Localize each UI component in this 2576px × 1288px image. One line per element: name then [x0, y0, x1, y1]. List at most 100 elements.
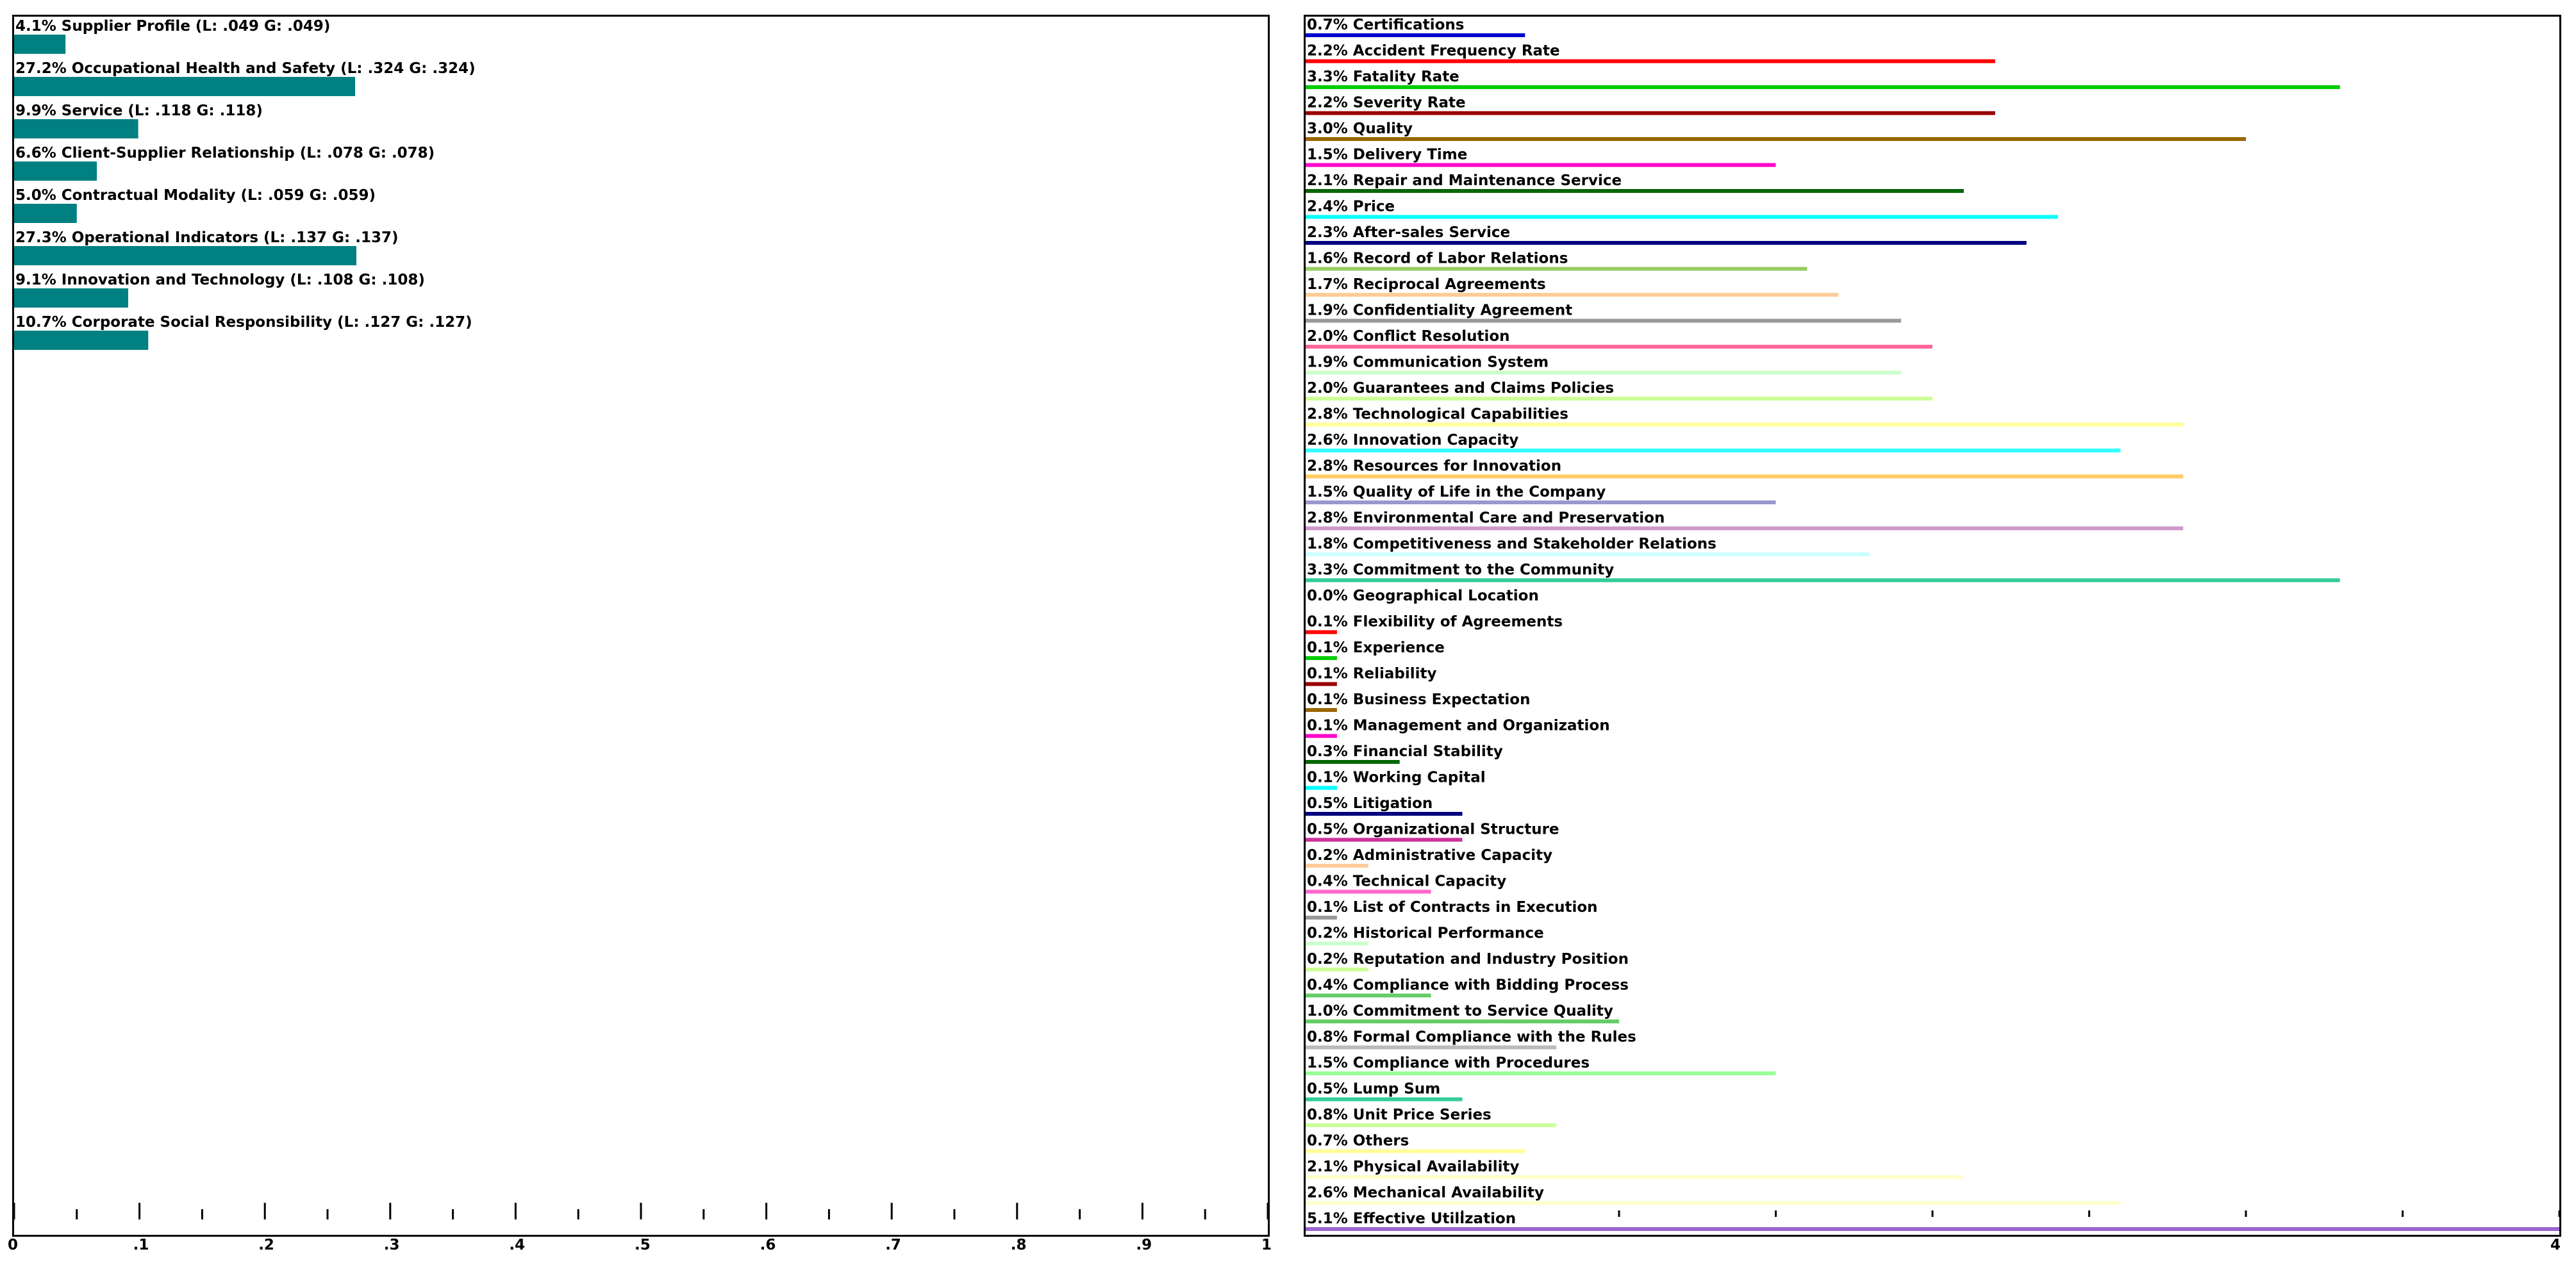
bar	[1306, 474, 2184, 479]
bar-label: 0.8% Formal Compliance with the Rules	[1307, 1029, 1636, 1046]
bar	[1306, 1175, 1964, 1179]
bar-label: 2.8% Resources for Innovation	[1307, 458, 1561, 475]
bar-label: 5.0% Contractual Modality (L: .059 G: .0…	[15, 187, 376, 204]
bar-label: 0.2% Historical Performance	[1307, 925, 1544, 942]
bar	[1306, 1123, 1557, 1127]
bar-label: 9.1% Innovation and Technology (L: .108 …	[15, 272, 425, 288]
bar	[1306, 1097, 1463, 1102]
bar	[1306, 1201, 2121, 1205]
bar-label: 1.5% Compliance with Procedures	[1307, 1055, 1590, 1071]
bar	[1306, 345, 1932, 349]
bar-label: 0.1% Reliability	[1307, 666, 1437, 682]
bar-label: 1.7% Reciprocal Agreements	[1307, 276, 1546, 293]
bar-label: 2.0% Conflict Resolution	[1307, 328, 1510, 345]
bar	[1306, 111, 1995, 115]
bar-label: 0.3% Financial Stability	[1307, 743, 1503, 760]
bar	[1306, 370, 1902, 375]
bar	[1306, 708, 1337, 712]
bar-label: 0.5% Litigation	[1307, 795, 1433, 812]
bar-label: 3.3% Fatality Rate	[1307, 69, 1459, 85]
tick-label: 4	[2550, 1237, 2561, 1253]
bar	[1306, 889, 1431, 894]
bar	[1306, 656, 1337, 660]
bar-label: 0.1% Flexibility of Agreements	[1307, 614, 1563, 631]
bar-label: 2.6% Mechanical Availability	[1307, 1185, 1544, 1201]
bar-label: 1.6% Record of Labor Relations	[1307, 251, 1568, 267]
bar-label: 2.2% Accident Frequency Rate	[1307, 43, 1560, 60]
bar	[1306, 578, 2340, 582]
bar-label: 3.0% Quality	[1307, 120, 1413, 137]
bar-label: 27.3% Operational Indicators (L: .137 G:…	[15, 229, 398, 246]
tick-label: 1	[1261, 1237, 1272, 1253]
bar-label: 0.2% Reputation and Industry Position	[1307, 951, 1629, 968]
bar-label: 9.9% Service (L: .118 G: .118)	[15, 103, 263, 119]
bar	[1306, 449, 2121, 452]
bar-label: 0.5% Organizational Structure	[1307, 822, 1559, 838]
bar-label: 0.0% Geographical Location	[1307, 588, 1539, 604]
tick-label: .2	[258, 1237, 274, 1253]
bar-label: 1.0% Commitment to Service Quality	[1307, 1003, 1613, 1020]
bar-label: 2.4% Price	[1307, 199, 1395, 215]
bar	[1306, 215, 2058, 219]
bar	[1306, 968, 1368, 971]
bar	[1306, 812, 1463, 816]
tick-label: .5	[635, 1237, 651, 1253]
bar	[14, 331, 149, 350]
bar	[1306, 85, 2340, 89]
bar-label: 2.1% Repair and Maintenance Service	[1307, 172, 1622, 189]
tick-label: .1	[133, 1237, 149, 1253]
bar-label: 6.6% Client-Supplier Relationship (L: .0…	[15, 145, 435, 161]
bar-label: 0.1% Management and Organization	[1307, 718, 1610, 734]
bar	[1306, 59, 1995, 63]
bar-label: 2.8% Technological Capabilities	[1307, 406, 1568, 423]
tick-label: .4	[509, 1237, 526, 1253]
bar-label: 2.3% After-sales Service	[1307, 224, 1510, 241]
right-chart-panel: 0.7% Certifications 2.2% Accident Frequen…	[1304, 15, 2576, 1283]
left-bar-chart: 4.1% Supplier Profile (L: .049 G: .049) 2…	[13, 18, 1269, 1219]
bar	[1306, 993, 1431, 998]
bar-label: 0.1% List of Contracts in Execution	[1307, 899, 1598, 916]
bar	[1306, 1045, 1557, 1050]
bar	[1306, 137, 2246, 141]
bar-label: 3.3% Commitment to the Community	[1307, 562, 1614, 579]
bar-label: 1.5% Delivery Time	[1307, 147, 1467, 163]
tick-label: .9	[1136, 1237, 1152, 1253]
bar	[14, 161, 97, 181]
bar	[1306, 682, 1337, 686]
tick-label: 0	[8, 1237, 19, 1253]
bar	[1306, 318, 1902, 323]
bar	[1306, 734, 1337, 738]
bar	[1306, 422, 2184, 427]
bar-label: 2.6% Innovation Capacity	[1307, 432, 1518, 449]
bar-label: 0.1% Business Expectation	[1307, 691, 1530, 708]
bar	[14, 246, 356, 265]
bar	[1306, 941, 1368, 946]
bar	[1306, 916, 1337, 920]
bar-label: 0.8% Unit Price Series	[1307, 1107, 1492, 1123]
left-chart-panel: 4.1% Supplier Profile (L: .049 G: .049) 2…	[12, 15, 1270, 1237]
bar-label: 5.1% Effective Utilization	[1307, 1210, 1516, 1227]
bar	[14, 77, 356, 96]
bar-label: 0.2% Administrative Capacity	[1307, 847, 1552, 864]
bar	[1306, 1071, 1776, 1075]
bar-label: 1.5% Quality of Life in the Company	[1307, 484, 1606, 500]
bar-label: 2.0% Guarantees and Claims Policies	[1307, 380, 1614, 397]
bar	[14, 204, 77, 223]
bar-label: 0.5% Lump Sum	[1307, 1081, 1440, 1098]
bar	[14, 119, 138, 138]
bar-label: 1.9% Confidentiality Agreement	[1307, 302, 1572, 319]
bar	[1306, 630, 1337, 634]
bar	[1306, 1149, 1525, 1153]
bar	[1306, 1020, 1619, 1023]
bar-label: 0.7% Certifications	[1307, 17, 1464, 33]
tick-label: .8	[1010, 1237, 1027, 1253]
bar-label: 1.8% Competitiveness and Stakeholder Rel…	[1307, 536, 1716, 552]
bar-label: 1.9% Communication System	[1307, 354, 1549, 371]
bar-label: 0.1% Experience	[1307, 640, 1445, 656]
bar-label: 2.8% Environmental Care and Preservation	[1307, 510, 1665, 527]
bar	[1306, 786, 1337, 790]
bar-label: 0.7% Others	[1307, 1133, 1409, 1150]
bar-label: 0.4% Compliance with Bidding Process	[1307, 977, 1629, 994]
right-bar-chart: 0.7% Certifications 2.2% Accident Frequen…	[1306, 17, 2576, 1283]
